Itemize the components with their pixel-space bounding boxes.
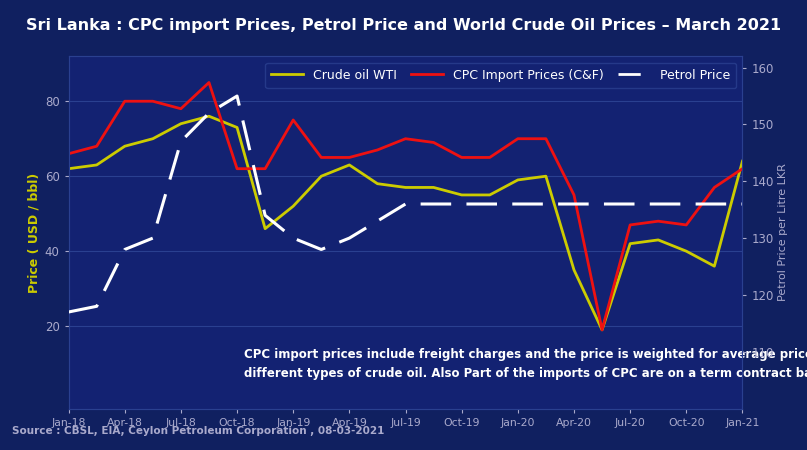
Text: Sri Lanka : CPC import Prices, Petrol Price and World Crude Oil Prices – March 2: Sri Lanka : CPC import Prices, Petrol Pr… bbox=[26, 18, 781, 33]
Y-axis label: Petrol Price per Litre LKR: Petrol Price per Litre LKR bbox=[778, 163, 788, 302]
Legend: Crude oil WTI, CPC Import Prices (C&F), Petrol Price: Crude oil WTI, CPC Import Prices (C&F), … bbox=[265, 63, 736, 88]
Y-axis label: Price ( USD / bbl): Price ( USD / bbl) bbox=[27, 172, 40, 292]
Text: Source : CBSL, EIA, Ceylon Petroleum Corporation , 08-03-2021: Source : CBSL, EIA, Ceylon Petroleum Cor… bbox=[12, 426, 384, 436]
Text: CPC import prices include freight charges and the price is weighted for average : CPC import prices include freight charge… bbox=[244, 348, 807, 380]
